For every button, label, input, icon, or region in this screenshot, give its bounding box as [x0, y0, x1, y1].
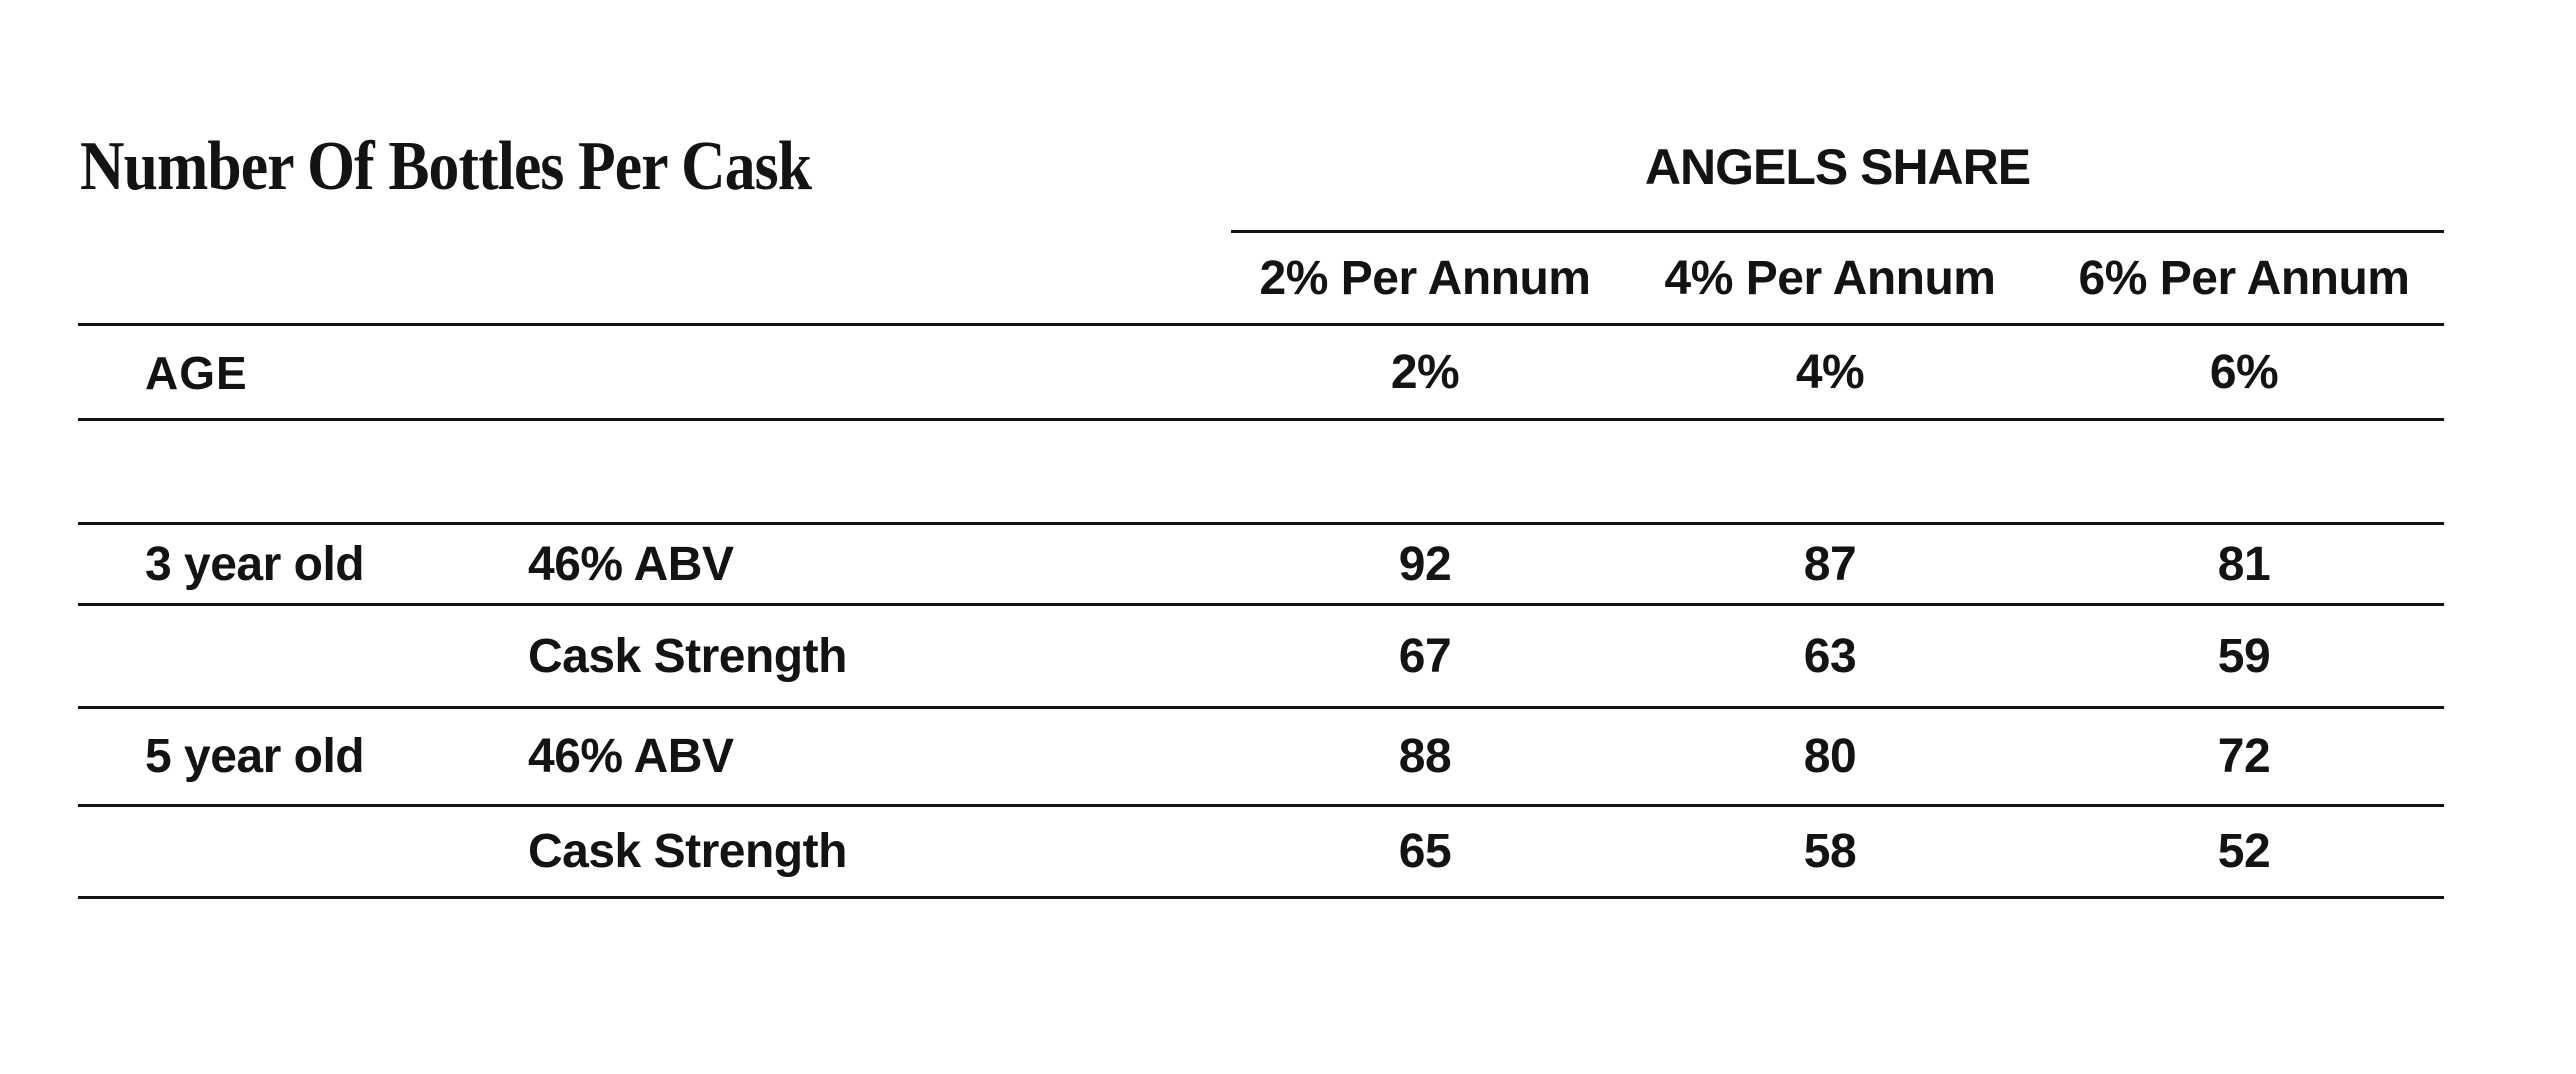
rule-under-angels-share — [1231, 230, 2444, 233]
row-age-label: 5 year old — [145, 730, 365, 783]
page-title: Number Of Bottles Per Cask — [80, 128, 812, 205]
row-age-label — [145, 606, 545, 706]
column-header-4-percent: 4% Per Annum — [1664, 251, 1996, 305]
age-row-label: AGE — [145, 346, 248, 399]
rule-under-row-4 — [78, 896, 2444, 899]
age-row-value-2-percent: 2% — [1390, 346, 1460, 399]
row-value: 67 — [1398, 629, 1452, 683]
age-row-value-4-percent: 4% — [1795, 346, 1865, 399]
rule-above-row-1 — [78, 522, 2444, 525]
row-value: 63 — [1803, 629, 1857, 683]
row-age-label — [145, 807, 545, 896]
row-value: 72 — [2217, 730, 2271, 783]
rule-under-age-row — [78, 418, 2444, 421]
row-value: 59 — [2217, 629, 2271, 683]
rule-under-row-1 — [78, 603, 2444, 606]
row-strength-label: 46% ABV — [528, 730, 734, 783]
row-strength-label: 46% ABV — [528, 537, 734, 591]
row-value: 81 — [2217, 537, 2271, 591]
row-strength-label: Cask Strength — [528, 825, 847, 878]
rule-under-row-3 — [78, 804, 2444, 807]
row-value: 52 — [2217, 825, 2271, 878]
row-value: 58 — [1803, 825, 1857, 878]
row-value: 65 — [1398, 825, 1452, 878]
row-value: 92 — [1398, 537, 1452, 591]
column-header-2-percent: 2% Per Annum — [1259, 251, 1591, 305]
age-row-value-6-percent: 6% — [2209, 346, 2279, 399]
rule-under-row-2 — [78, 706, 2444, 709]
rule-under-column-headers — [78, 323, 2444, 326]
row-age-label: 3 year old — [145, 537, 365, 591]
column-header-6-percent: 6% Per Annum — [2078, 251, 2410, 305]
row-value: 88 — [1398, 730, 1452, 783]
row-strength-label: Cask Strength — [528, 629, 847, 683]
row-value: 80 — [1803, 730, 1857, 783]
angels-share-group-header: ANGELS SHARE — [1644, 139, 2031, 195]
row-value: 87 — [1803, 537, 1857, 591]
